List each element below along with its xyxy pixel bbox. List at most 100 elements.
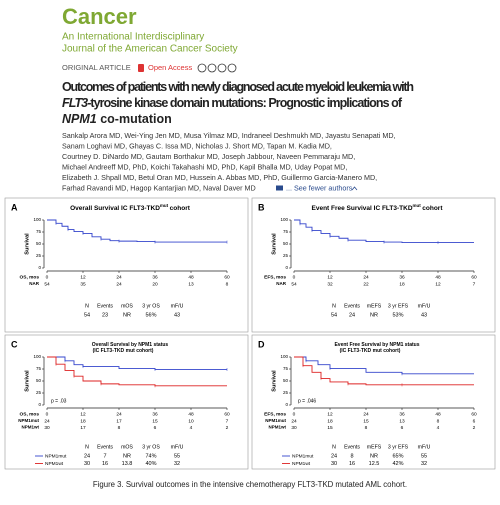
figure-panel: B Event Free Survival IC FLT3-TKDmut cohor… [251, 197, 496, 333]
author-line: Michael Andreeff MD, PhD, Koichi Takahas… [62, 162, 347, 171]
table-header: Events [97, 303, 113, 309]
table-header: N [85, 303, 89, 309]
x-tick-label: 24 [116, 411, 122, 417]
table-header: 3 yr EFS [388, 303, 409, 309]
nar-value: 15 [152, 418, 158, 424]
panel-border [251, 334, 496, 470]
x-tick-label: 60 [471, 274, 477, 280]
panel-title: Event Free Survival IC FLT3-TKDmut cohort [312, 203, 444, 212]
nar-value: 6 [401, 425, 404, 431]
nar-value: 6 [154, 425, 157, 431]
y-tick-label: 0 [285, 265, 288, 270]
table-cell: 54 [84, 312, 90, 318]
panel-title: Event Free Survival by NPM1 status (IC FL… [334, 342, 419, 354]
y-axis-label: Survival [271, 233, 277, 255]
panel-title: Overall Survival IC FLT3-TKDmut cohort [70, 203, 191, 212]
lock-icon [138, 64, 144, 72]
nar-value: 18 [80, 418, 86, 424]
y-tick-label: 50 [36, 378, 42, 383]
x-tick-label: 24 [363, 274, 369, 280]
title-part: Outcomes of patients with newly diagnose… [62, 80, 414, 94]
article-title-line: NPM1 co-mutation [62, 112, 172, 126]
table-cell: 30 [331, 461, 337, 467]
x-tick-label: 0 [46, 411, 49, 417]
nar-value: 22 [363, 281, 369, 287]
y-tick-label: 25 [283, 390, 289, 395]
panel-letter: D [258, 339, 265, 349]
email-icon [276, 185, 283, 191]
survival-curve [47, 219, 227, 243]
x-tick-label: 60 [224, 411, 230, 417]
x-tick-label: 0 [293, 274, 296, 280]
open-access: Open Access [148, 63, 192, 72]
y-tick-label: 0 [38, 402, 41, 407]
nar-value: 24 [44, 418, 50, 424]
nar-value: 35 [80, 281, 86, 287]
panel-letter: C [11, 339, 18, 349]
table-header: mEFS [367, 444, 382, 450]
y-tick-label: 100 [280, 217, 288, 222]
nar-value: 30 [291, 425, 297, 431]
y-tick-label: 50 [283, 241, 289, 246]
author-line: Courtney D. DiNardo MD, Gautam Borthakur… [62, 152, 355, 161]
p-value: p = .03 [51, 398, 67, 404]
table-cell: 42% [392, 461, 403, 467]
authors: Sankalp Arora MD, Wei-Ying Jen MD, Musa … [62, 131, 396, 193]
table-cell: 54 [331, 312, 337, 318]
y-axis-label: Survival [271, 370, 277, 392]
x-tick-label: 12 [80, 274, 86, 280]
nar-value: 13 [188, 281, 194, 287]
title: Event Free Survival by NPM1 status [334, 342, 419, 348]
nar-value: 24 [116, 281, 122, 287]
nar-value: 2 [473, 425, 476, 431]
title-end: mut cohort) [373, 348, 401, 354]
x-axis-label: EFS, mos [264, 274, 286, 280]
y-tick-label: 75 [36, 366, 42, 371]
table-header: mEFS [367, 303, 382, 309]
author-line: Farhad Ravandi MD, Hagop Kantarjian MD, … [62, 183, 256, 192]
p-value: p = .046 [298, 398, 316, 404]
nar-value: 8 [226, 281, 229, 287]
article-type: ORIGINAL ARTICLE [62, 63, 131, 72]
table-cell: NR [123, 312, 131, 318]
table-cell: 24 [84, 453, 90, 459]
see-authors[interactable]: ... See fewer authors [286, 183, 353, 192]
x-axis-label: OS, mos [20, 411, 40, 417]
journal-subtitle: An International Interdisciplinary [62, 32, 204, 43]
x-tick-label: 48 [188, 274, 194, 280]
title-part: FLT3 [62, 96, 88, 110]
table-cell: 55 [174, 453, 180, 459]
nar-value: 54 [291, 281, 297, 287]
x-tick-label: 12 [80, 411, 86, 417]
table-header: 3 yr OS [142, 444, 160, 450]
nar-value: 2 [226, 425, 229, 431]
author-line: Elizabeth J. Shpall MD, Betul Oran MD, H… [62, 173, 377, 182]
title-part: NPM1 [62, 112, 97, 126]
title-sup: (IC FLT3-TKD [340, 348, 372, 354]
table-header: mOS [121, 444, 133, 450]
y-axis-label: Survival [24, 233, 30, 255]
title-sup: mut [160, 203, 169, 208]
nar-value: 6 [473, 418, 476, 424]
table-cell: 56% [145, 312, 156, 318]
table-cell: 16 [102, 461, 108, 467]
nar-value: 12 [435, 281, 441, 287]
nar-value: 8 [365, 425, 368, 431]
table-cell: 32 [421, 461, 427, 467]
x-tick-label: 60 [471, 411, 477, 417]
x-tick-label: 36 [399, 411, 405, 417]
legend-label: NPM1mut [45, 453, 67, 459]
nar-value: 8 [118, 425, 121, 431]
y-tick-label: 75 [283, 229, 289, 234]
nar-value: 20 [152, 281, 158, 287]
nar-value: 24 [291, 418, 297, 424]
nar-value: 7 [473, 281, 476, 287]
x-tick-label: 60 [224, 274, 230, 280]
x-axis-label: EFS, mos [264, 411, 286, 417]
nar-label: NPM1wt [268, 425, 286, 430]
y-tick-label: 25 [283, 253, 289, 258]
legend-label: NPM1wt [45, 461, 64, 467]
title-end: cohort [170, 205, 191, 212]
table-cell: NR [370, 312, 378, 318]
